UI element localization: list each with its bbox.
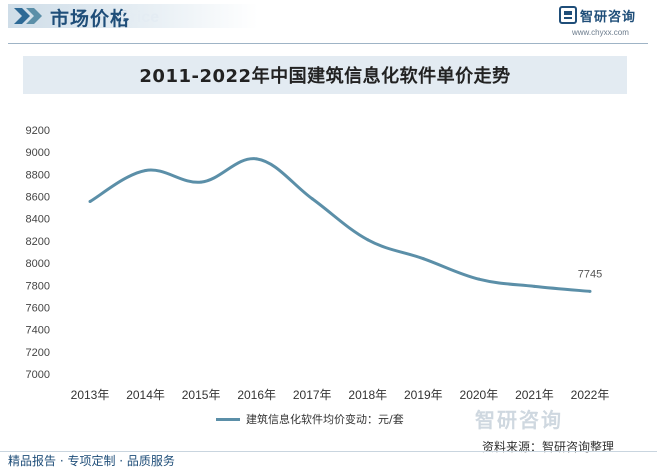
y-tick-label: 8200 bbox=[26, 236, 50, 248]
plot-area: 7745 bbox=[88, 157, 602, 293]
x-tick-label: 2019年 bbox=[404, 388, 443, 402]
logo-icon bbox=[559, 6, 577, 24]
data-point-2016年 bbox=[255, 157, 259, 161]
series-line bbox=[89, 157, 591, 293]
y-tick-label: 8800 bbox=[26, 169, 50, 181]
x-tick-label: 2016年 bbox=[237, 388, 276, 402]
x-tick-label: 2022年 bbox=[571, 388, 610, 402]
legend-label: 建筑信息化软件均价变动：元/套 bbox=[246, 413, 404, 426]
x-tick-label: 2015年 bbox=[182, 388, 221, 402]
x-tick-label: 2017年 bbox=[293, 388, 332, 402]
y-tick-label: 7600 bbox=[26, 302, 50, 314]
data-point-2019年 bbox=[421, 257, 425, 261]
y-tick-label: 9200 bbox=[26, 125, 50, 137]
data-point-2018年 bbox=[366, 238, 370, 242]
data-point-2022年 bbox=[588, 289, 592, 293]
logo-url: www.chyxx.com bbox=[572, 28, 629, 37]
y-tick-label: 7800 bbox=[26, 280, 50, 292]
y-tick-label: 7400 bbox=[26, 325, 50, 337]
data-point-2015年 bbox=[199, 180, 203, 184]
x-tick-label: 2014年 bbox=[126, 388, 165, 402]
logo-name: 智研咨询 bbox=[580, 10, 637, 25]
y-tick-label: 8600 bbox=[26, 192, 50, 204]
y-tick-label: 7200 bbox=[26, 347, 50, 359]
y-tick-label: 7000 bbox=[26, 369, 50, 381]
data-point-2014年 bbox=[144, 168, 148, 172]
x-tick-label: 2013年 bbox=[71, 388, 110, 402]
y-tick-label: 8400 bbox=[26, 214, 50, 226]
x-axis: 2013年 2014年 2015年 2016年 2017年 2018年 2019年 2020年… bbox=[71, 388, 610, 402]
footer-watermark: 智研咨询 bbox=[475, 408, 563, 432]
y-tick-label: 9000 bbox=[26, 147, 50, 159]
data-point-2017年 bbox=[310, 197, 314, 201]
header-divider bbox=[8, 43, 648, 44]
x-tick-label: 2018年 bbox=[348, 388, 387, 402]
data-point-2013年 bbox=[88, 200, 92, 204]
footer-divider bbox=[0, 451, 657, 452]
data-point-2020年 bbox=[477, 277, 481, 281]
x-tick-label: 2021年 bbox=[515, 388, 554, 402]
source-note: 资料来源：智研咨询整理 bbox=[482, 440, 615, 454]
header-ghost-text: Price bbox=[120, 9, 160, 26]
double-chevron-icon bbox=[14, 8, 42, 24]
chart-title-box: 2011-2022年中国建筑信息化软件单价走势 bbox=[23, 56, 627, 94]
line-chart: 9200 9000 8800 8600 8400 8200 8000 7800 7600 7400… bbox=[26, 125, 610, 402]
section-title: 市场价格 bbox=[50, 8, 131, 30]
data-point-2021年 bbox=[532, 284, 536, 288]
y-axis: 9200 9000 8800 8600 8400 8200 8000 7800 7600 7400… bbox=[26, 125, 50, 381]
legend-swatch bbox=[216, 417, 240, 421]
y-tick-label: 8000 bbox=[26, 258, 50, 270]
header-bar bbox=[8, 4, 258, 28]
chart-title: 2011-2022年中国建筑信息化软件单价走势 bbox=[139, 66, 511, 87]
x-tick-label: 2020年 bbox=[460, 388, 499, 402]
data-label: 7745 bbox=[578, 268, 602, 280]
header: 市场价格 Price 智研咨询 www.chyxx.com bbox=[0, 0, 657, 44]
footer-tagline: 精品报告 · 专项定制 · 品质服务 bbox=[8, 454, 175, 468]
legend: 建筑信息化软件均价变动：元/套 bbox=[216, 411, 404, 427]
